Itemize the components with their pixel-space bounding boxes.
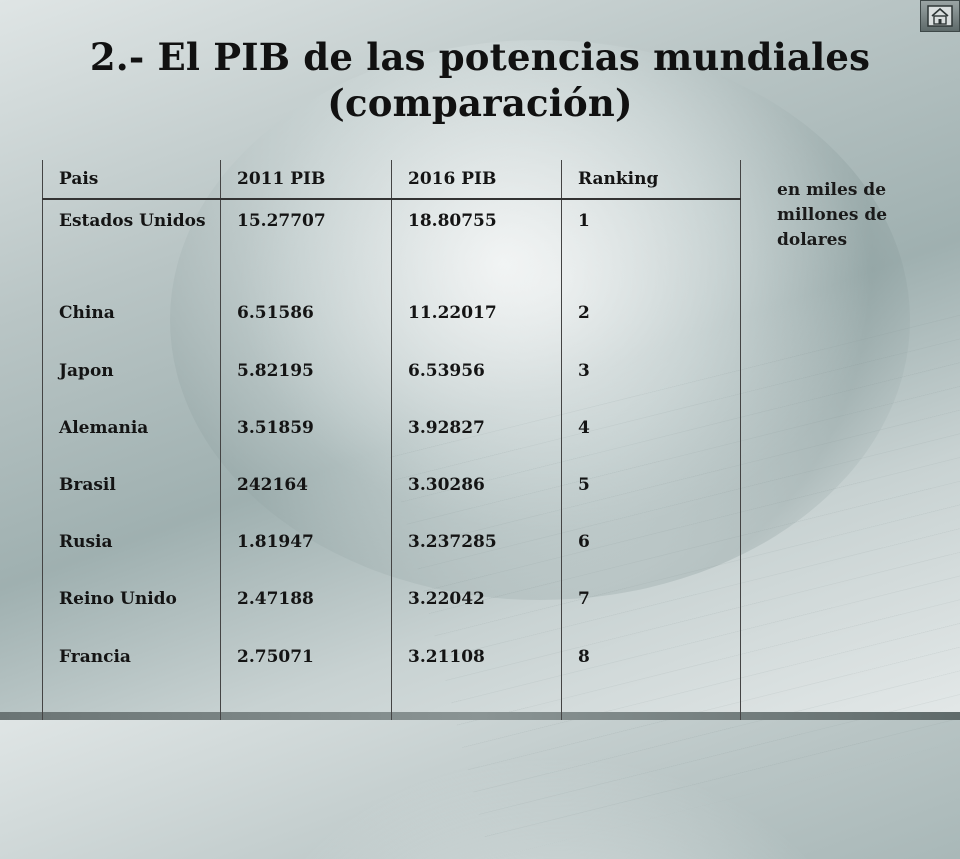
cell-ranking: 6 bbox=[561, 521, 741, 579]
cell-pib-2016: 11.22017 bbox=[391, 292, 562, 350]
header-pib-2016: 2016 PIB bbox=[391, 160, 562, 200]
cell-pib-2011: 2.47188 bbox=[220, 578, 392, 636]
table-row: Reino Unido 2.47188 3.22042 7 bbox=[42, 578, 741, 636]
cell-pais: Alemania bbox=[42, 406, 221, 464]
header-pib-2011: 2011 PIB bbox=[220, 160, 392, 200]
table-row: Alemania 3.51859 3.92827 4 bbox=[42, 406, 741, 464]
cell-pib-2016: 3.92827 bbox=[391, 406, 562, 464]
slide-title: 2.- El PIB de las potencias mundiales (c… bbox=[0, 34, 960, 126]
cell-pib-2016: 3.21108 bbox=[391, 635, 562, 720]
header-ranking: Ranking bbox=[561, 160, 741, 200]
cell-pib-2011: 2.75071 bbox=[220, 635, 392, 720]
table-row: China 6.51586 11.22017 2 bbox=[42, 292, 741, 350]
cell-pib-2016: 3.237285 bbox=[391, 521, 562, 579]
cell-pib-2016: 6.53956 bbox=[391, 349, 562, 407]
cell-pib-2011: 3.51859 bbox=[220, 406, 392, 464]
cell-ranking: 3 bbox=[561, 349, 741, 407]
cell-ranking: 1 bbox=[561, 199, 741, 293]
cell-pais: Brasil bbox=[42, 464, 221, 522]
cell-pib-2016: 3.30286 bbox=[391, 464, 562, 522]
table-row: Estados Unidos 15.27707 18.80755 1 bbox=[42, 199, 741, 293]
cell-pib-2016: 3.22042 bbox=[391, 578, 562, 636]
cell-ranking: 5 bbox=[561, 464, 741, 522]
table-header-row: Pais 2011 PIB 2016 PIB Ranking bbox=[42, 160, 741, 200]
cell-ranking: 4 bbox=[561, 406, 741, 464]
cell-pib-2016: 18.80755 bbox=[391, 199, 562, 293]
house-icon bbox=[927, 5, 953, 27]
cell-pib-2011: 15.27707 bbox=[220, 199, 392, 293]
cell-ranking: 2 bbox=[561, 292, 741, 350]
cell-pib-2011: 242164 bbox=[220, 464, 392, 522]
cell-pais: Reino Unido bbox=[42, 578, 221, 636]
table-row: Brasil 242164 3.30286 5 bbox=[42, 464, 741, 522]
cell-pib-2011: 1.81947 bbox=[220, 521, 392, 579]
cell-pais: Rusia bbox=[42, 521, 221, 579]
home-button[interactable] bbox=[920, 0, 960, 32]
gdp-table: Pais 2011 PIB 2016 PIB Ranking Estados U… bbox=[42, 160, 741, 720]
cell-ranking: 7 bbox=[561, 578, 741, 636]
cell-pais: Estados Unidos bbox=[42, 199, 221, 293]
cell-pib-2011: 6.51586 bbox=[220, 292, 392, 350]
title-line-2: (comparación) bbox=[327, 81, 633, 125]
title-line-1: 2.- El PIB de las potencias mundiales bbox=[89, 35, 871, 79]
cell-pais: Francia bbox=[42, 635, 221, 720]
units-note: en miles de millones de dolares bbox=[777, 180, 888, 250]
table-row: Francia 2.75071 3.21108 8 bbox=[42, 635, 741, 720]
cell-ranking: 8 bbox=[561, 635, 741, 720]
header-pais: Pais bbox=[42, 160, 221, 200]
cell-pib-2011: 5.82195 bbox=[220, 349, 392, 407]
cell-pais: Japon bbox=[42, 349, 221, 407]
table-row: Rusia 1.81947 3.237285 6 bbox=[42, 521, 741, 579]
cell-pais: China bbox=[42, 292, 221, 350]
table-row: Japon 5.82195 6.53956 3 bbox=[42, 349, 741, 407]
